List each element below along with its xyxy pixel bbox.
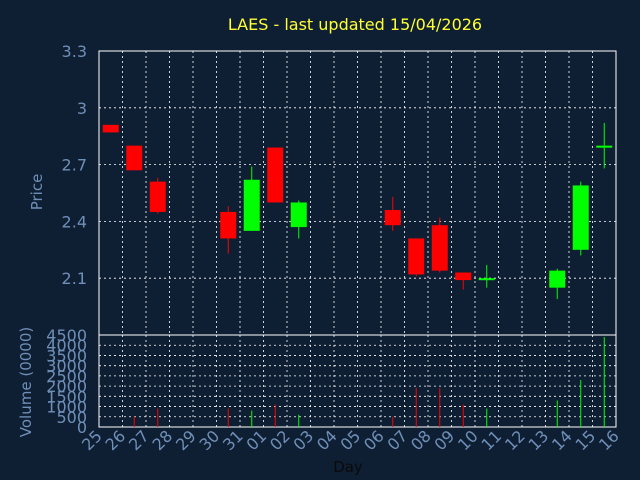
volume-tick-label: 4000 [46, 336, 87, 355]
price-axis-label: Price [28, 174, 46, 211]
volume-tick-label: 1500 [46, 387, 87, 406]
candle-body [431, 225, 448, 271]
candle-body [408, 238, 425, 275]
price-tick-label: 2.4 [62, 212, 87, 231]
candle-body [596, 145, 613, 148]
volume-tick-label: 2500 [46, 367, 87, 386]
volume-tick-label: 1000 [46, 398, 87, 417]
candle-body [126, 145, 143, 171]
volume-axis-label: Volume (0000) [17, 327, 35, 437]
volume-tick-label: 0 [77, 418, 87, 437]
price-panel: 3.3 3 2.7 2.4 2.1 [62, 42, 617, 336]
price-tick-label: 2.7 [62, 156, 87, 175]
x-tick-label: 16 [595, 426, 623, 454]
candle-body [267, 147, 284, 203]
price-tick-label: 3 [77, 99, 87, 118]
candle-body [549, 270, 566, 288]
x-axis: 2526272829303101020304050607080910111213… [78, 426, 623, 454]
candle-body [455, 272, 472, 281]
candle-body [572, 185, 589, 250]
chart-title: LAES - last updated 15/04/2026 [228, 15, 482, 34]
volume-tick-label: 4500 [46, 326, 87, 345]
volume-tick-label: 500 [56, 408, 87, 427]
volume-tick-label: 2000 [46, 377, 87, 396]
candle-body [478, 278, 495, 281]
volume-tick-label: 3500 [46, 346, 87, 365]
candle-body [149, 181, 166, 212]
candle-body [102, 124, 119, 133]
candle-body [290, 202, 307, 228]
candle-body [220, 211, 237, 239]
candle-body [243, 179, 260, 231]
candle-body [384, 210, 401, 226]
price-tick-label: 3.3 [62, 42, 87, 61]
x-axis-label: Day [333, 458, 363, 476]
price-tick-label: 2.1 [62, 269, 87, 288]
volume-tick-label: 3000 [46, 357, 87, 376]
